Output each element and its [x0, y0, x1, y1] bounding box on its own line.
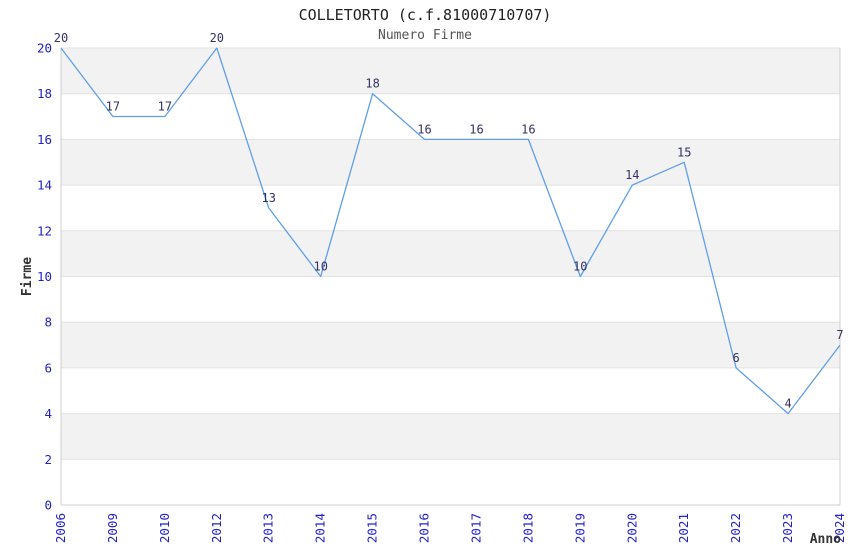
y-tick-label: 4 [44, 406, 52, 421]
x-tick-label: 2013 [261, 513, 276, 543]
chart-title: COLLETORTO (c.f.81000710707) [298, 6, 552, 24]
data-label: 20 [210, 31, 224, 45]
data-label: 17 [106, 100, 120, 114]
x-tick-label: 2006 [53, 513, 68, 543]
y-tick-label: 12 [37, 223, 52, 238]
data-label: 16 [469, 122, 483, 136]
y-tick-label: 10 [37, 269, 52, 284]
plot-band [61, 48, 840, 94]
series-line [60, 47, 841, 415]
y-tick-label: 6 [44, 360, 52, 375]
plot-band [61, 230, 840, 277]
x-tick-label: 2016 [417, 513, 432, 543]
x-tick-label: 2018 [520, 513, 535, 543]
data-label: 20 [54, 31, 68, 45]
plot-band [61, 322, 840, 368]
y-tick-label: 8 [44, 315, 52, 330]
x-tick-label: 2010 [157, 513, 172, 543]
x-tick-label: 2019 [572, 513, 587, 543]
data-label: 17 [158, 100, 172, 114]
y-tick-label: 20 [37, 41, 52, 56]
y-tick-label: 14 [37, 178, 52, 193]
y-tick-label: 18 [37, 86, 52, 101]
y-tick-label: 0 [44, 498, 52, 513]
y-tick-label: 16 [37, 132, 52, 147]
x-tick-label: 2014 [313, 513, 328, 543]
chart-subtitle: Numero Firme [378, 28, 472, 43]
plot-band [61, 139, 840, 186]
x-tick-label: 2015 [365, 513, 380, 543]
x-tick-label: 2017 [469, 513, 484, 543]
data-label: 10 [313, 260, 327, 274]
plot-band [61, 413, 840, 460]
x-tick-label: 2020 [624, 513, 639, 543]
data-label: 4 [784, 397, 791, 411]
x-tick-label: 2012 [209, 513, 224, 543]
data-label: 16 [417, 122, 431, 136]
x-tick-label: 2022 [728, 513, 743, 543]
data-label: 7 [836, 328, 843, 342]
y-axis-title: Firme [20, 257, 35, 296]
data-label: 10 [573, 260, 587, 274]
data-label: 15 [677, 145, 691, 159]
x-axis-title: Anno [810, 532, 841, 547]
data-label: 13 [261, 191, 275, 205]
x-tick-label: 2021 [676, 513, 691, 543]
data-label: 16 [521, 122, 535, 136]
x-tick-label: 2024 [832, 513, 847, 543]
x-tick-label: 2009 [105, 513, 120, 543]
data-label: 18 [365, 77, 379, 91]
x-tick-label: 2023 [780, 513, 795, 543]
y-tick-label: 2 [44, 452, 52, 467]
data-label: 6 [732, 351, 739, 365]
data-label: 14 [625, 168, 639, 182]
